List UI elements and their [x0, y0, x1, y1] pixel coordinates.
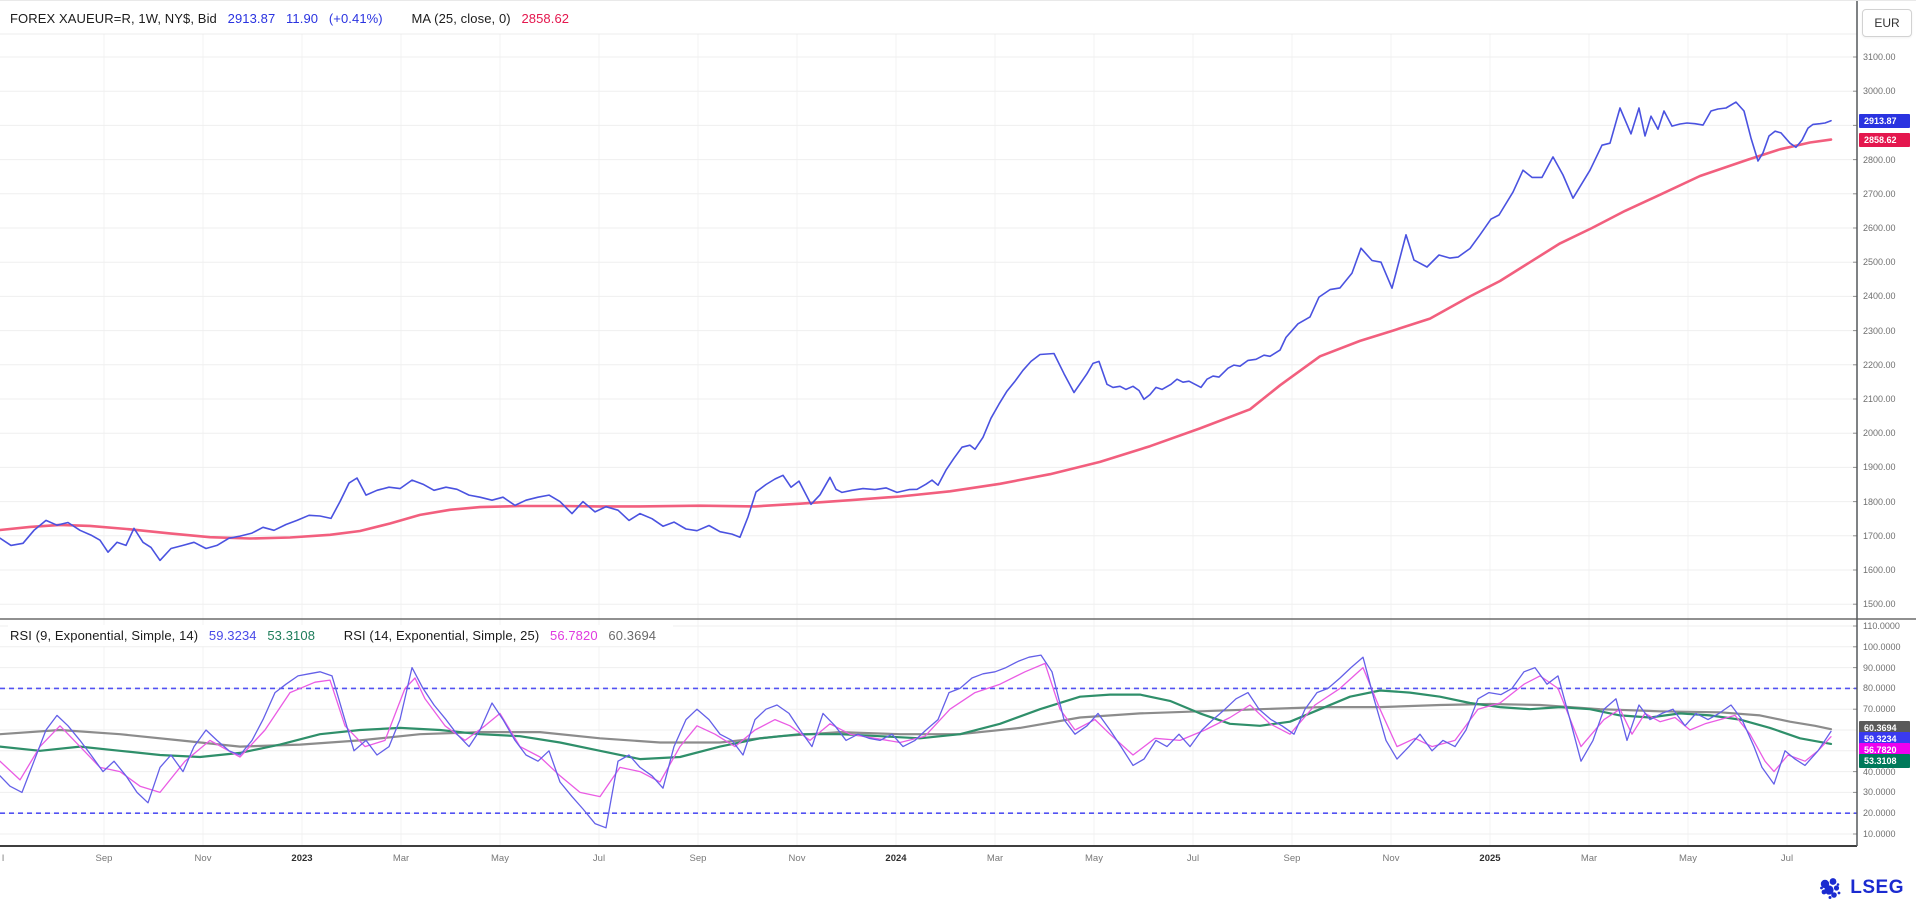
price-change-pct: (+0.41%): [328, 11, 383, 26]
price-axis-label: 1700.00: [1863, 530, 1896, 541]
rsi-legend[interactable]: RSI (9, Exponential, Simple, 14) 59.3234…: [8, 625, 674, 646]
price-line: [0, 101, 1832, 562]
price-axis-label: 2800.00: [1863, 154, 1896, 165]
price-axis-label: 2200.00: [1863, 359, 1896, 370]
time-axis-month-label: Mar: [986, 853, 1004, 864]
rsi-value-badge-1: 59.3234: [1859, 732, 1910, 746]
time-axis-month-label: Jul: [1780, 853, 1794, 864]
ma-value-badge: 2858.62: [1859, 133, 1910, 147]
rsi-axis-label: 80.0000: [1863, 683, 1896, 694]
last-price: 2913.87: [227, 11, 276, 26]
lseg-logo: LSEG: [1818, 875, 1904, 901]
price-axis-label: 1800.00: [1863, 496, 1896, 507]
rsi-value-badge-0: 60.3694: [1859, 721, 1910, 735]
rsi2-value: 56.7820: [549, 628, 598, 643]
rsi-axis-label: 30.0000: [1863, 787, 1896, 798]
rsi-value-badge-3: 53.3108: [1859, 754, 1910, 768]
rsi1-value: 59.3234: [208, 628, 257, 643]
time-axis-year-label: 2025: [1479, 853, 1501, 864]
price-axis-label: 2600.00: [1863, 223, 1896, 233]
rsi-axis-label: 40.0000: [1863, 766, 1896, 777]
price-axis-label: 2500.00: [1863, 257, 1896, 268]
ma-legend-label[interactable]: MA (25, close, 0): [411, 11, 511, 26]
rsi2-label[interactable]: RSI (14, Exponential, Simple, 25): [343, 628, 540, 643]
rsi-value-badge-2: 56.7820: [1859, 743, 1910, 757]
price-axis-label: 2400.00: [1863, 291, 1896, 302]
rsi-axis-label: 100.0000: [1863, 641, 1901, 652]
time-axis-month-label: Sep: [689, 853, 707, 864]
price-axis-label: 2700.00: [1863, 188, 1896, 199]
ma-value: 2858.62: [521, 11, 570, 26]
currency-axis-button[interactable]: EUR: [1862, 9, 1912, 37]
time-axis-month-label: Sep: [95, 853, 113, 864]
rsi-line-0: [0, 702, 1833, 748]
time-axis-month-label: Jul: [1186, 853, 1200, 864]
time-axis-month-label: May: [491, 853, 509, 864]
rsi-axis-label: 90.0000: [1863, 662, 1896, 673]
ma-line: [0, 138, 1833, 540]
rsi-line-1: [0, 689, 1833, 761]
price-axis-label: 2300.00: [1863, 325, 1896, 336]
rsi-axis-label: 10.0000: [1863, 829, 1896, 839]
rsi-axis-label: 20.0000: [1863, 808, 1896, 819]
time-axis-month-label: Sep: [1283, 853, 1301, 864]
price-axis-label: 1600.00: [1863, 565, 1896, 575]
lseg-logo-text: LSEG: [1850, 877, 1904, 898]
last-price-badge: 2913.87: [1859, 114, 1910, 128]
price-axis-label: 3100.00: [1863, 52, 1896, 62]
rsi-axis-label: 70.0000: [1863, 704, 1896, 715]
time-axis-month-label: Mar: [1580, 853, 1598, 864]
time-axis-month-label: l: [1, 853, 5, 864]
time-axis-month-label: Mar: [392, 853, 410, 864]
symbol-info[interactable]: FOREX XAUEUR=R, 1W, NY$, Bid: [10, 11, 217, 26]
time-axis-month-label: May: [1085, 853, 1103, 864]
price-axis-label: 1500.00: [1863, 599, 1896, 610]
time-axis-month-label: Nov: [788, 853, 806, 864]
price-change: 11.90: [286, 11, 319, 26]
rsi1-label[interactable]: RSI (9, Exponential, Simple, 14): [10, 628, 199, 643]
lseg-emblem-icon: [1820, 878, 1841, 899]
rsi2-smooth-value: 60.3694: [608, 628, 657, 643]
main-chart-legend[interactable]: FOREX XAUEUR=R, 1W, NY$, Bid 2913.87 11.…: [8, 8, 587, 29]
time-axis-month-label: Nov: [194, 853, 212, 864]
rsi-axis-label: 110.0000: [1863, 621, 1900, 631]
time-axis-month-label: May: [1679, 853, 1697, 864]
time-axis-year-label: 2023: [291, 853, 313, 864]
time-axis-month-label: Nov: [1382, 853, 1400, 864]
time-axis-year-label: 2024: [885, 853, 907, 864]
price-axis-label: 3000.00: [1863, 86, 1896, 97]
rsi-line-3: [0, 654, 1832, 829]
rsi1-smooth-value: 53.3108: [267, 628, 316, 643]
price-axis-label: 2100.00: [1863, 394, 1896, 404]
price-axis-label: 2000.00: [1863, 428, 1896, 439]
price-axis-label: 1900.00: [1863, 462, 1896, 473]
rsi-line-2: [0, 662, 1832, 798]
time-axis-month-label: Jul: [592, 853, 606, 864]
